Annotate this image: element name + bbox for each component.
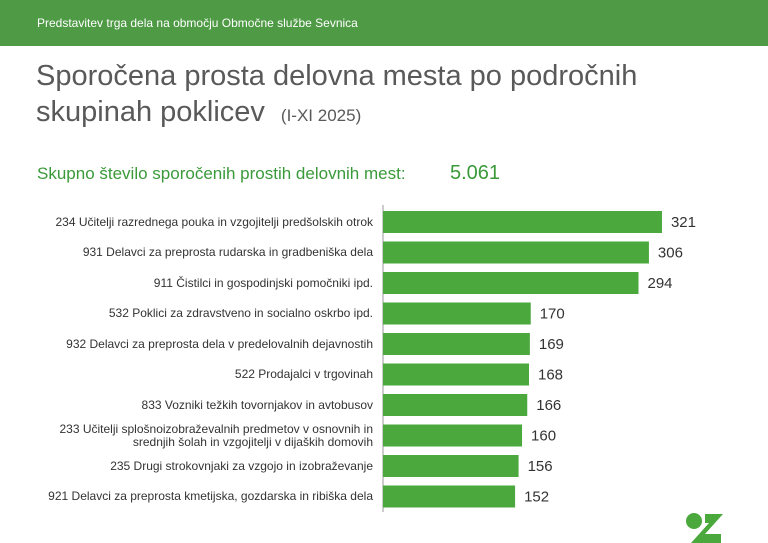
value-label: 152 <box>524 488 549 505</box>
bar <box>383 333 530 355</box>
value-label: 321 <box>671 214 696 231</box>
value-label: 166 <box>536 397 561 414</box>
value-label: 170 <box>540 305 565 322</box>
bar <box>383 455 519 477</box>
category-label: 235 Drugi strokovnjaki za vzgojo in izob… <box>110 458 373 473</box>
category-label: 931 Delavci za preprosta rudarska in gra… <box>82 245 373 259</box>
bar <box>383 272 639 294</box>
title-block: Sporočena prosta delovna mesta po področ… <box>36 58 676 134</box>
period: (I-XI 2025) <box>280 106 362 125</box>
value-label: 160 <box>531 427 556 444</box>
logo <box>686 513 723 543</box>
total: 5.061 <box>450 162 501 184</box>
bar <box>383 424 523 447</box>
category-label: 921 Delavci za preprosta kmetijska, gozd… <box>48 489 373 503</box>
value-label: 169 <box>539 336 564 353</box>
bar <box>383 363 529 386</box>
category-label: 522 Prodajalci v trgovinah <box>234 367 373 381</box>
header-bar: Predstavitev trga dela na območju Območn… <box>0 0 768 46</box>
value-label: 168 <box>538 366 563 383</box>
bar <box>383 485 516 508</box>
bar <box>383 241 649 264</box>
category-label: 532 Poklici za zdravstveno in socialno o… <box>108 306 373 320</box>
header-text: Predstavitev trga dela na območju Območn… <box>37 16 358 30</box>
bar <box>383 211 662 233</box>
category-label: 932 Delavci za preprosta dela v predelov… <box>66 336 373 351</box>
bar <box>383 302 531 325</box>
bar <box>383 394 528 416</box>
category-label: 833 Vozniki težkih tovornjakov in avtobu… <box>141 397 373 412</box>
subtitle: Skupno število sporočenih prostih delovn… <box>37 164 406 183</box>
category-label: 234 Učitelji razrednega pouka in vzgojit… <box>55 214 373 229</box>
value-label: 156 <box>528 458 553 475</box>
category-label: 911 Čistilci in gospodinjski pomočniki i… <box>153 275 373 290</box>
chart-title: Sporočena prosta delovna mesta po področ… <box>36 60 638 128</box>
value-label: 294 <box>647 275 672 292</box>
category-label: 233 Učitelji splošnoizobraževalnih predm… <box>59 421 373 449</box>
value-label: 306 <box>658 244 683 261</box>
